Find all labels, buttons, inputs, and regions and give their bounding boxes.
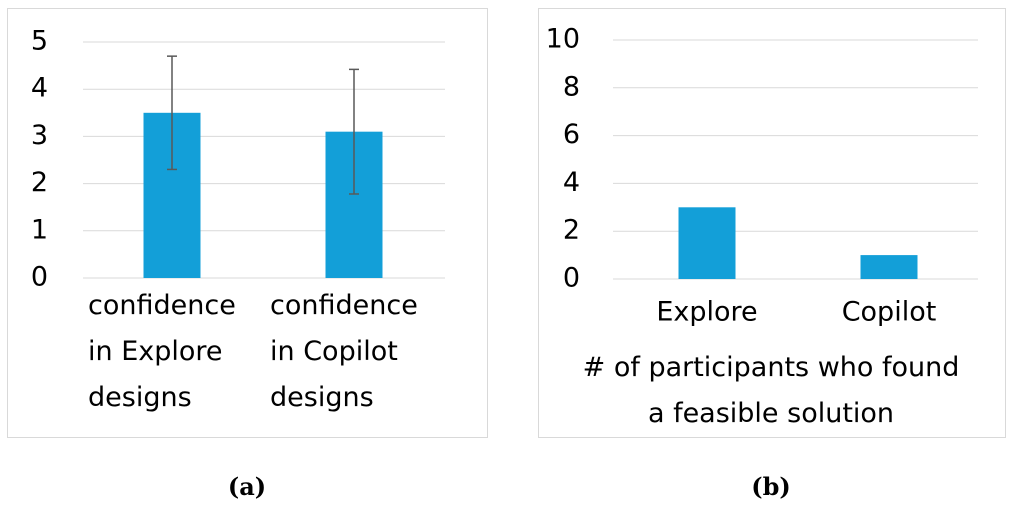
caption: (a) (227, 472, 267, 501)
y-tick-label: 6 (563, 119, 580, 150)
bar (860, 255, 918, 279)
x-tick-label: confidence in Explore designs (88, 290, 236, 413)
panel-border (7, 8, 488, 438)
y-tick-label: 8 (563, 71, 580, 102)
y-tick-label: 3 (31, 120, 48, 151)
y-tick-label: 4 (563, 167, 580, 198)
caption: (b) (751, 472, 791, 501)
y-tick-label: 0 (563, 263, 580, 294)
bar (678, 207, 736, 279)
y-tick-label: 0 (31, 262, 48, 293)
y-tick-label: 10 (546, 24, 580, 55)
y-tick-label: 5 (31, 26, 48, 57)
x-axis-title: # of participants who found a feasible s… (582, 352, 960, 429)
x-tick-label: Copilot (842, 297, 937, 328)
y-tick-label: 2 (563, 215, 580, 246)
y-tick-label: 1 (31, 214, 48, 245)
y-tick-label: 4 (31, 73, 48, 104)
y-tick-label: 2 (31, 167, 48, 198)
x-tick-label: confidence in Copilot designs (270, 290, 418, 413)
panel-border (538, 8, 1006, 438)
x-tick-label: Explore (656, 297, 757, 328)
